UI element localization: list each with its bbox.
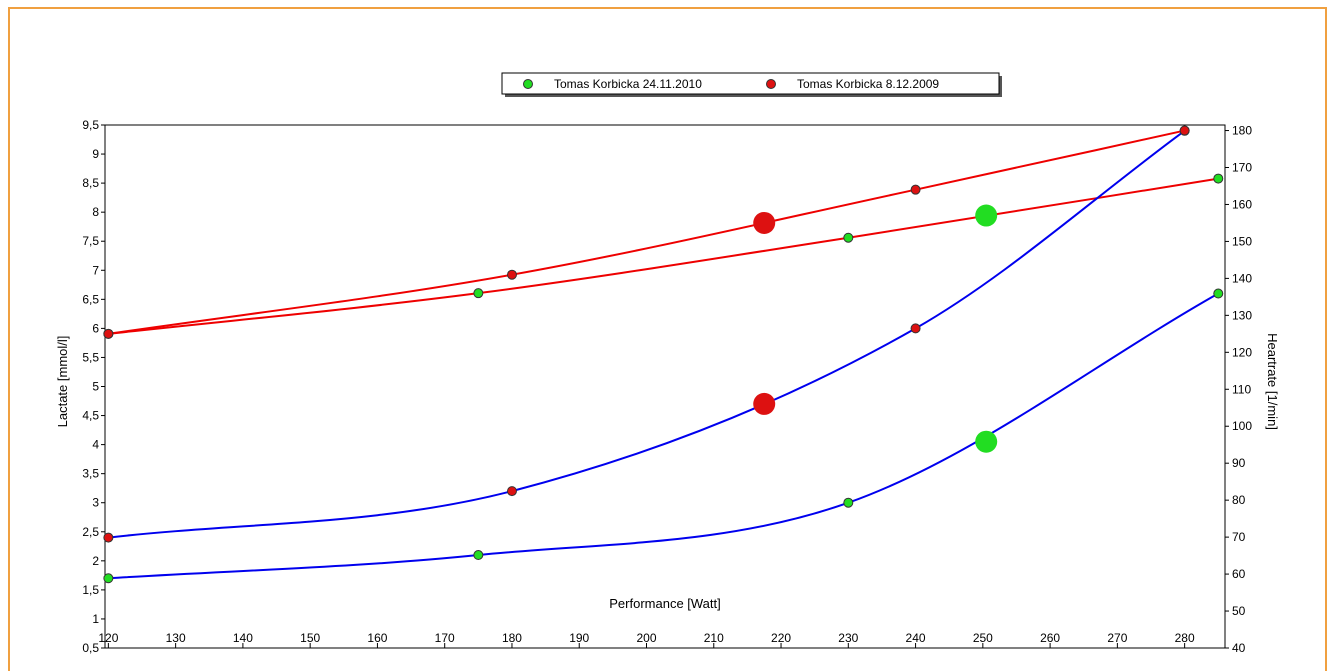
x-tick-label: 150 <box>300 631 320 645</box>
heartrate-point-series-2 <box>103 328 114 339</box>
y-right-tick-label: 80 <box>1232 493 1246 507</box>
lactate-point-series-1 <box>843 497 854 508</box>
lactate-curve-series-2 <box>108 130 1186 539</box>
y-left-tick-label: 2 <box>92 554 99 568</box>
lactate-point-series-1 <box>103 573 114 584</box>
y-right-tick-label: 40 <box>1232 641 1246 655</box>
outer-frame <box>8 7 1327 671</box>
legend-marker-2 <box>766 79 776 89</box>
y-right-tick-label: 180 <box>1232 124 1252 138</box>
x-tick-label: 170 <box>435 631 455 645</box>
y-right-tick-label: 150 <box>1232 234 1252 248</box>
heartrate-curve-series-1 <box>108 177 1219 335</box>
heartrate-point-series-2 <box>1179 125 1190 136</box>
y-left-axis-label: Lactate [mmol/l] <box>55 336 70 428</box>
y-left-tick-label: 0,5 <box>82 641 99 655</box>
x-tick-label: 220 <box>771 631 791 645</box>
lactate-point-series-1 <box>1213 288 1224 299</box>
x-axis-label: Performance [Watt] <box>609 596 721 611</box>
y-right-tick-label: 110 <box>1232 382 1251 396</box>
y-left-tick-label: 3,5 <box>82 467 99 481</box>
y-right-tick-label: 160 <box>1232 197 1252 211</box>
legend-marker-1 <box>523 79 533 89</box>
x-tick-label: 180 <box>502 631 522 645</box>
y-left-tick-label: 8,5 <box>82 176 99 190</box>
lactate-point-series-2 <box>103 532 114 543</box>
y-left-tick-label: 4 <box>92 438 99 452</box>
y-left-tick-label: 7,5 <box>82 234 99 248</box>
y-left-tick-label: 9 <box>92 147 99 161</box>
lactate-threshold-marker-series-2 <box>753 392 776 415</box>
y-left-tick-label: 5,5 <box>82 350 99 364</box>
y-left-tick-label: 8 <box>92 205 99 219</box>
y-right-axis-label: Heartrate [1/min] <box>1265 333 1280 430</box>
y-left-tick-label: 1 <box>92 612 99 626</box>
y-left-tick-label: 4,5 <box>82 409 99 423</box>
y-right-tick-label: 170 <box>1232 161 1252 175</box>
x-tick-label: 120 <box>98 631 118 645</box>
heartrate-point-series-2 <box>910 184 921 195</box>
x-tick-label: 130 <box>166 631 186 645</box>
heartrate-threshold-marker-series-2 <box>753 211 776 234</box>
y-right-tick-label: 60 <box>1232 567 1246 581</box>
x-tick-label: 140 <box>233 631 253 645</box>
y-right-tick-label: 90 <box>1232 456 1246 470</box>
x-tick-label: 160 <box>367 631 387 645</box>
y-right-tick-label: 120 <box>1232 345 1252 359</box>
lactate-point-series-2 <box>910 323 921 334</box>
y-left-tick-label: 1,5 <box>82 583 99 597</box>
y-left-tick-label: 6 <box>92 321 99 335</box>
x-tick-label: 230 <box>838 631 858 645</box>
legend-label-2: Tomas Korbicka 8.12.2009 <box>797 77 939 91</box>
y-right-tick-label: 140 <box>1232 271 1252 285</box>
heartrate-threshold-marker-series-1 <box>975 204 998 227</box>
legend-box <box>501 72 1000 95</box>
lactate-curve-series-1 <box>108 292 1219 580</box>
x-tick-label: 260 <box>1040 631 1060 645</box>
y-right-tick-label: 50 <box>1232 604 1246 618</box>
heartrate-point-series-1 <box>843 232 854 243</box>
x-tick-label: 190 <box>569 631 589 645</box>
y-left-tick-label: 5 <box>92 380 99 394</box>
x-tick-label: 280 <box>1175 631 1195 645</box>
plot-area <box>104 124 1226 649</box>
y-left-tick-label: 6,5 <box>82 292 99 306</box>
heartrate-point-series-2 <box>506 269 517 280</box>
x-tick-label: 200 <box>636 631 656 645</box>
heartrate-point-series-1 <box>473 288 484 299</box>
x-tick-label: 210 <box>704 631 724 645</box>
x-tick-label: 270 <box>1107 631 1127 645</box>
y-left-tick-label: 2,5 <box>82 525 99 539</box>
legend-label-1: Tomas Korbicka 24.11.2010 <box>554 77 702 91</box>
lactate-threshold-marker-series-1 <box>975 430 998 453</box>
y-right-tick-label: 70 <box>1232 530 1246 544</box>
x-tick-label: 240 <box>906 631 926 645</box>
heartrate-point-series-1 <box>1213 173 1224 184</box>
x-tick-label: 250 <box>973 631 993 645</box>
lactate-point-series-2 <box>506 486 517 497</box>
y-left-tick-label: 3 <box>92 496 99 510</box>
y-right-tick-label: 100 <box>1232 419 1252 433</box>
heartrate-curve-series-2 <box>108 129 1185 335</box>
y-left-tick-label: 7 <box>92 263 99 277</box>
y-right-tick-label: 130 <box>1232 308 1252 322</box>
y-left-tick-label: 9,5 <box>82 118 99 132</box>
lactate-point-series-1 <box>473 550 484 561</box>
